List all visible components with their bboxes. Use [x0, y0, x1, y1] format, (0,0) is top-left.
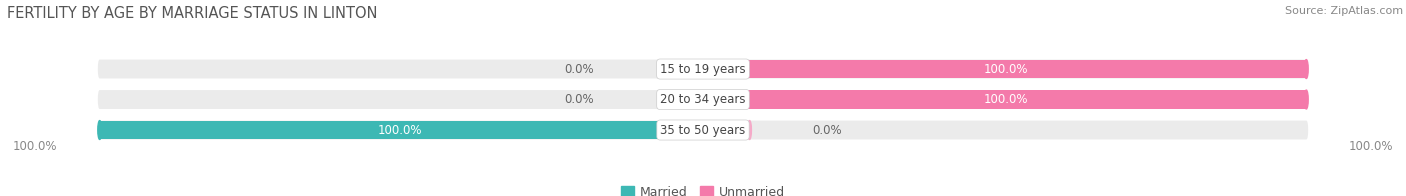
Text: 100.0%: 100.0%	[983, 63, 1028, 75]
Text: 35 to 50 years: 35 to 50 years	[661, 123, 745, 136]
Circle shape	[98, 121, 101, 140]
Text: 100.0%: 100.0%	[13, 140, 58, 153]
Text: 0.0%: 0.0%	[564, 93, 595, 106]
Bar	[100, 121, 703, 140]
Text: 100.0%: 100.0%	[1348, 140, 1393, 153]
Bar	[703, 90, 1306, 109]
Text: Source: ZipAtlas.com: Source: ZipAtlas.com	[1285, 6, 1403, 16]
Circle shape	[748, 121, 751, 140]
Text: 100.0%: 100.0%	[983, 93, 1028, 106]
Circle shape	[1305, 90, 1308, 109]
Text: 0.0%: 0.0%	[564, 63, 595, 75]
Text: 20 to 34 years: 20 to 34 years	[661, 93, 745, 106]
Bar	[703, 60, 1306, 78]
Bar	[703, 121, 749, 140]
Legend: Married, Unmarried: Married, Unmarried	[616, 181, 790, 196]
FancyBboxPatch shape	[98, 90, 1308, 109]
Text: 15 to 19 years: 15 to 19 years	[661, 63, 745, 75]
Text: FERTILITY BY AGE BY MARRIAGE STATUS IN LINTON: FERTILITY BY AGE BY MARRIAGE STATUS IN L…	[7, 6, 378, 21]
Circle shape	[1305, 60, 1308, 78]
Text: 0.0%: 0.0%	[811, 123, 842, 136]
FancyBboxPatch shape	[98, 121, 1308, 140]
FancyBboxPatch shape	[98, 60, 1308, 78]
Text: 100.0%: 100.0%	[378, 123, 423, 136]
